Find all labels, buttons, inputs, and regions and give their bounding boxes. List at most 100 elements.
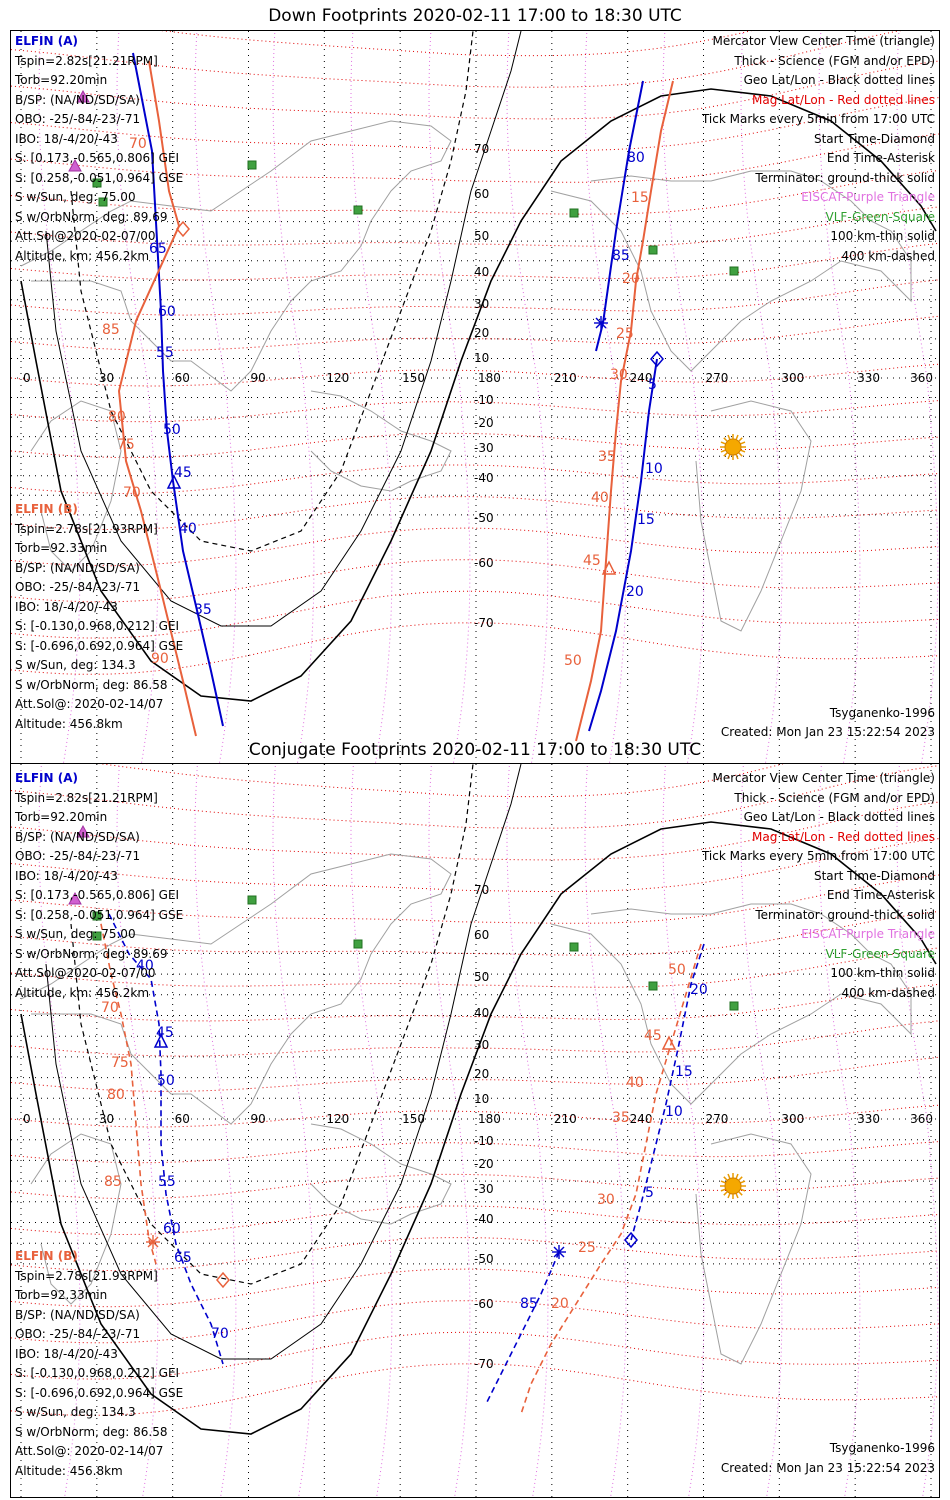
sun-ray bbox=[735, 454, 739, 460]
elfin-b-info-line: Tspin=2.78s[21.93RPM] bbox=[15, 521, 158, 536]
legend-item: Geo Lat/Lon - Black dotted lines bbox=[743, 73, 935, 87]
coastline bbox=[20, 120, 452, 392]
elfin-a-tick-label: 45 bbox=[174, 465, 192, 481]
lat-label: -60 bbox=[474, 1297, 494, 1311]
sun-ray bbox=[720, 449, 726, 453]
sun-ray bbox=[738, 1176, 743, 1181]
lon-label: 270 bbox=[706, 1112, 729, 1126]
elfin-a-info-line: S: [0.258,-0.051,0.964] GSE bbox=[15, 907, 184, 922]
mag-lat-curve bbox=[11, 801, 939, 861]
vlf-station-square bbox=[98, 197, 108, 207]
elfin-a-tick-label: 55 bbox=[158, 1174, 176, 1190]
elfin-b-info-line: S: [-0.696,0.692,0.964] GSE bbox=[15, 638, 184, 653]
elfin-b-start-diamond bbox=[216, 1271, 230, 1289]
mag-lat-curve bbox=[11, 590, 939, 639]
elfin-a-info-line: Att.Sol@2020-02-07/00 bbox=[15, 966, 156, 980]
elfin-b-info-line: S: [-0.130,0.968,0.212] GEI bbox=[15, 619, 180, 633]
elfin-a-info: ELFIN (A) Tspin=2.82s[21.21RPM] Torb=92.2… bbox=[15, 32, 183, 266]
vlf-station-square bbox=[92, 178, 102, 188]
elfin-b-tick-label: 25 bbox=[578, 1240, 596, 1256]
mag-lat-curve bbox=[11, 559, 939, 603]
elfin-b-tick-label: 20 bbox=[551, 1296, 569, 1312]
mag-lat-curve bbox=[11, 169, 939, 215]
elfin-a-track bbox=[132, 52, 224, 727]
vlf-station-square bbox=[648, 245, 658, 255]
elfin-b-start-diamond bbox=[176, 220, 190, 238]
mag-lat-curve bbox=[11, 910, 939, 956]
mag-lat-curve bbox=[11, 432, 939, 459]
elfin-a-info-line: S w/OrbNorm, deg: 89.69 bbox=[15, 209, 168, 224]
elfin-a-start-diamond bbox=[624, 1231, 638, 1249]
legend: Mercator View Center Time (triangle) Thic… bbox=[702, 769, 935, 1003]
elfin-a-tick-label: 80 bbox=[627, 150, 645, 166]
elfin-b-info: ELFIN (B) Tspin=2.78s[21.93RPM] Torb=92.3… bbox=[15, 1247, 183, 1481]
lat-label: 70 bbox=[474, 883, 489, 897]
elfin-a-tick-label: 65 bbox=[174, 1250, 192, 1266]
sun-ray bbox=[720, 1188, 726, 1192]
mag-lat-curve bbox=[11, 622, 939, 675]
elfin-a-tick-label: 10 bbox=[645, 461, 663, 477]
lat-label: 50 bbox=[474, 970, 489, 984]
coastline bbox=[30, 1133, 122, 1305]
lon-label: 360 bbox=[910, 1112, 933, 1126]
elfin-b-info-line: S w/OrbNorm, deg: 86.58 bbox=[15, 677, 168, 692]
elfin-b-lines: Tspin=2.78s[21.93RPM] Torb=92.33min B/SP: … bbox=[15, 520, 183, 735]
elfin-b-tick-label: 40 bbox=[626, 1075, 644, 1091]
elfin-b-track-east bbox=[575, 80, 674, 742]
elfin-b-info-line: Tspin=2.78s[21.93RPM] bbox=[15, 1268, 158, 1283]
legend-item: Thick - Science (FGM and/or EPD) bbox=[734, 790, 935, 805]
lat-label: 40 bbox=[474, 265, 489, 279]
sun-ray bbox=[727, 434, 731, 440]
legend-item: VLF-Green-Square bbox=[825, 209, 935, 224]
elfin-a-info-line: Tspin=2.82s[21.21RPM] bbox=[15, 53, 158, 68]
lat-label: -70 bbox=[474, 1357, 494, 1371]
map-panel-down: 0 30 60 90 120 150 180 210 240 270 300 330 360 70 60 50… bbox=[10, 30, 940, 765]
lat-label: -40 bbox=[474, 471, 494, 485]
mag-lat-curve bbox=[11, 765, 939, 829]
lon-label: 90 bbox=[251, 1112, 266, 1126]
mag-lon-curve bbox=[272, 764, 315, 1497]
elfin-b-info-line: IBO: 18/-4/20/-43 bbox=[15, 1346, 118, 1361]
elfin-a-info-line: Torb=92.20min bbox=[15, 73, 108, 87]
elfin-a-tick-label: 65 bbox=[149, 241, 167, 257]
vlf-station-square bbox=[92, 931, 102, 941]
elfin-b-info-line: S: [-0.696,0.692,0.964] GSE bbox=[15, 1385, 184, 1400]
sun-ray bbox=[727, 1193, 731, 1199]
elfin-b-tick-label: 35 bbox=[612, 1110, 630, 1126]
elfin-a-info-line: B/SP: (NA/ND/SD/SA) bbox=[15, 92, 140, 107]
map-panel-conjugate: 0 30 60 90 120 150 180 210 240 270 300 330 360 70 60 50… bbox=[10, 763, 940, 1498]
sun-ray bbox=[740, 1180, 746, 1184]
coastline bbox=[30, 400, 122, 572]
sun-ray bbox=[735, 1193, 739, 1199]
elfin-b-label: ELFIN (B) bbox=[15, 502, 78, 516]
elfin-b-center-triangle bbox=[601, 560, 617, 575]
vlf-station-square bbox=[569, 942, 579, 952]
lat-label: 10 bbox=[474, 1092, 489, 1106]
elfin-a-info-line: S w/Sun, deg: 75.00 bbox=[15, 927, 136, 941]
elfin-a-tick-label: 5 bbox=[648, 377, 657, 393]
elfin-b-tick-label: 25 bbox=[616, 326, 634, 342]
lat-label: 50 bbox=[474, 229, 489, 243]
elfin-a-end-asterisk bbox=[594, 316, 608, 330]
sun-ray bbox=[723, 452, 728, 457]
lon-label: 30 bbox=[99, 1112, 114, 1126]
mag-lat-curve bbox=[11, 1056, 939, 1092]
lon-label: 0 bbox=[23, 1112, 31, 1126]
terminator-100km bbox=[45, 31, 522, 627]
lat-label: -30 bbox=[474, 1182, 494, 1196]
elfin-a-label: ELFIN (A) bbox=[15, 771, 78, 785]
elfin-a-info-line: OBO: -25/-84/-23/-71 bbox=[15, 112, 141, 126]
elfin-b-info-line: B/SP: (NA/ND/SD/SA) bbox=[15, 560, 140, 575]
lon-label: 300 bbox=[781, 371, 804, 385]
elfin-b-tick-label: 50 bbox=[668, 962, 686, 978]
lon-label: 330 bbox=[857, 1112, 880, 1126]
elfin-a-track bbox=[108, 913, 224, 1365]
legend-item: Mag Lat/Lon - Red dotted lines bbox=[751, 829, 935, 844]
elfin-a-start-diamond bbox=[650, 350, 664, 368]
sun-ray bbox=[723, 437, 728, 442]
mag-lat-curve bbox=[11, 1363, 939, 1416]
mag-lat-curve bbox=[11, 1300, 939, 1344]
asterisk-stroke bbox=[553, 1246, 565, 1258]
lat-label: -70 bbox=[474, 616, 494, 630]
mag-lat-curve bbox=[11, 1104, 939, 1128]
